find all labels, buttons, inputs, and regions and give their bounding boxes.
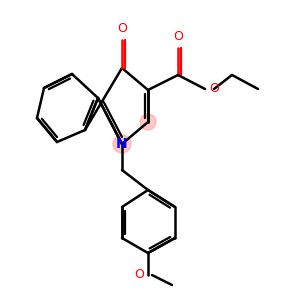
Text: O: O — [209, 82, 219, 95]
Circle shape — [140, 114, 156, 130]
Circle shape — [113, 135, 131, 153]
Text: O: O — [173, 30, 183, 43]
Text: N: N — [116, 137, 128, 151]
Text: O: O — [134, 268, 144, 281]
Text: O: O — [117, 22, 127, 35]
